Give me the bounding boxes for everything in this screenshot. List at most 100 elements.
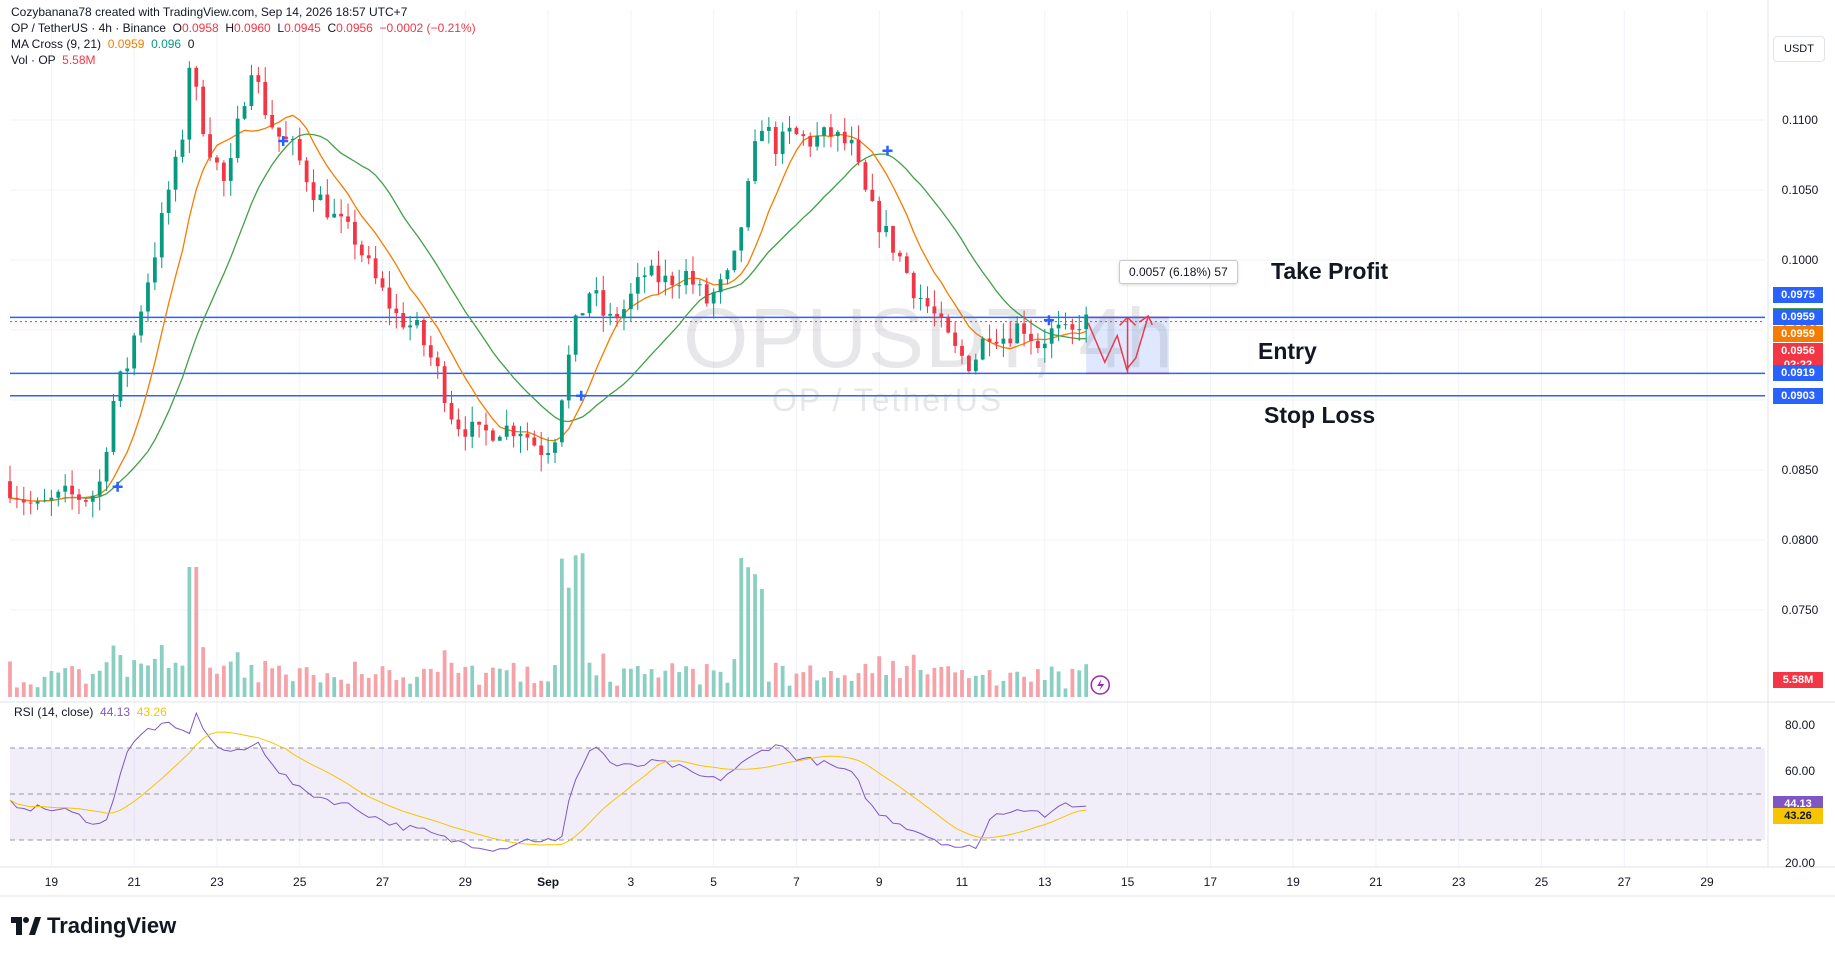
rsi-legend[interactable]: RSI (14, close) 44.13 43.26 bbox=[14, 705, 167, 719]
volume-bar bbox=[801, 672, 806, 697]
ma-slow-path bbox=[9, 133, 1087, 502]
candle-body bbox=[780, 131, 785, 154]
volume-bar bbox=[559, 558, 564, 697]
volume-bar bbox=[1001, 680, 1006, 697]
time-axis-label: 25 bbox=[293, 875, 307, 889]
candle-body bbox=[49, 497, 54, 501]
volume-bar bbox=[939, 666, 944, 697]
volume-legend[interactable]: Vol · OP 5.58M bbox=[11, 54, 476, 67]
candle-body bbox=[28, 502, 33, 504]
volume-bar bbox=[208, 667, 212, 697]
candle-body bbox=[228, 158, 233, 181]
currency-selector[interactable]: USDT bbox=[1773, 36, 1825, 62]
candle-body bbox=[408, 325, 413, 328]
low-label: L bbox=[277, 21, 285, 35]
volume-bar bbox=[739, 557, 744, 697]
candle-body bbox=[456, 419, 461, 430]
time-axis-label: 29 bbox=[1700, 875, 1714, 889]
time-axis-label: 21 bbox=[1369, 875, 1383, 889]
candle-body bbox=[704, 284, 709, 304]
candle-body bbox=[290, 139, 295, 141]
take-profit-label[interactable]: Take Profit bbox=[1271, 258, 1389, 284]
volume-bar bbox=[401, 677, 406, 697]
volume-bar bbox=[932, 667, 937, 697]
candle-body bbox=[628, 293, 633, 310]
rsi-axis-label: 60.00 bbox=[1785, 764, 1815, 778]
volume-bar bbox=[221, 665, 226, 697]
volume-bar bbox=[594, 675, 599, 697]
volume-bar bbox=[456, 672, 461, 697]
candle-body bbox=[21, 499, 26, 503]
tradingview-logo[interactable]: TradingView bbox=[11, 913, 176, 939]
time-axis-label: 13 bbox=[1038, 875, 1052, 889]
candle-body bbox=[139, 311, 143, 336]
candle-body bbox=[594, 290, 599, 294]
volume-bar bbox=[263, 661, 268, 697]
volume-bar bbox=[835, 677, 840, 697]
rsi-layer bbox=[9, 711, 1765, 852]
candle-body bbox=[760, 130, 764, 142]
volume-bar bbox=[152, 658, 157, 697]
candle-body bbox=[394, 308, 399, 314]
candle-body bbox=[304, 160, 309, 183]
candle-body bbox=[601, 290, 606, 316]
price-axis-tag: 0.0903 bbox=[1773, 387, 1823, 404]
candle-body bbox=[615, 313, 619, 319]
volume-bar bbox=[704, 664, 709, 697]
rsi-axis-label: 20.00 bbox=[1785, 856, 1815, 870]
candle-body bbox=[863, 162, 868, 190]
measure-label[interactable]: 0.0057 (6.18%) 57 bbox=[1119, 260, 1238, 284]
volume-bar bbox=[1022, 676, 1026, 697]
volume-bar bbox=[518, 681, 523, 697]
volume-bar bbox=[104, 662, 109, 697]
candle-body bbox=[221, 162, 226, 181]
price-axis-label: 0.1050 bbox=[1782, 183, 1819, 197]
volume-bar bbox=[849, 680, 854, 697]
volume-bar bbox=[449, 662, 454, 697]
candle-body bbox=[732, 250, 737, 271]
candles-layer bbox=[8, 61, 1089, 518]
volume-bar bbox=[484, 672, 488, 697]
candle-body bbox=[891, 226, 895, 253]
time-axis-label: 11 bbox=[956, 875, 969, 889]
candle-body bbox=[670, 275, 675, 286]
candle-body bbox=[539, 445, 544, 456]
volume-bar bbox=[980, 674, 985, 697]
candle-body bbox=[1035, 340, 1040, 349]
volume-bar bbox=[380, 666, 385, 697]
volume-bar bbox=[511, 662, 516, 697]
volume-bar bbox=[235, 652, 240, 697]
stop-loss-label[interactable]: Stop Loss bbox=[1264, 402, 1376, 428]
candle-body bbox=[504, 425, 509, 437]
candle-body bbox=[1063, 324, 1068, 326]
ma-cross-label: MA Cross (9, 21) bbox=[11, 37, 102, 51]
candle-body bbox=[918, 298, 923, 300]
candle-body bbox=[111, 400, 116, 452]
ohlc-line[interactable]: OP / TetherUS · 4h · Binance O0.0958 H0.… bbox=[11, 22, 476, 35]
level-lines[interactable] bbox=[10, 316, 1765, 397]
candle-body bbox=[90, 495, 95, 502]
volume-bar bbox=[70, 666, 74, 697]
candle-body bbox=[428, 345, 433, 358]
candle-body bbox=[318, 194, 323, 201]
volume-bar bbox=[201, 647, 206, 697]
entry-label[interactable]: Entry bbox=[1258, 338, 1317, 364]
candle-body bbox=[967, 355, 971, 372]
candle-body bbox=[332, 213, 337, 218]
candle-body bbox=[235, 118, 240, 159]
volume-bar bbox=[442, 650, 447, 697]
candle-body bbox=[642, 275, 647, 278]
ma-cross-line[interactable]: MA Cross (9, 21) 0.0959 0.096 0 bbox=[11, 38, 476, 51]
volume-bar bbox=[1084, 664, 1089, 697]
rsi-axis-label: 80.00 bbox=[1785, 718, 1815, 732]
volume-bar bbox=[732, 659, 737, 697]
volume-bar bbox=[28, 684, 33, 697]
volume-bar bbox=[642, 674, 647, 697]
candle-body bbox=[932, 306, 937, 314]
price-axis-label: 0.1100 bbox=[1782, 113, 1818, 127]
candle-body bbox=[939, 313, 944, 318]
candle-body bbox=[835, 131, 840, 137]
volume-bar bbox=[773, 662, 778, 697]
volume-bar bbox=[863, 663, 868, 697]
